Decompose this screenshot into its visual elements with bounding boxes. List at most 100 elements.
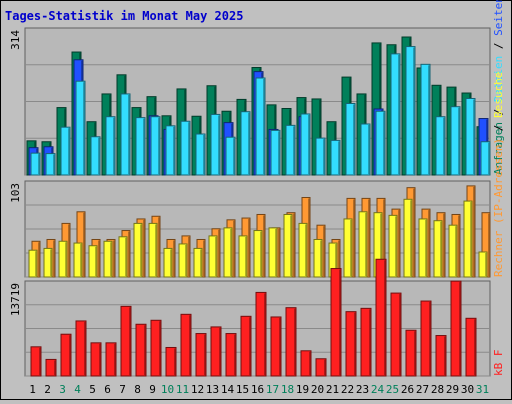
bar-shade <box>140 224 142 277</box>
bar-shade <box>353 199 355 277</box>
bar-shade <box>383 199 385 277</box>
bar <box>403 198 413 278</box>
legend-label-part: Seiten <box>492 0 505 36</box>
bar <box>418 218 428 278</box>
bar-shade <box>459 282 461 376</box>
bar-shade <box>50 249 52 277</box>
bar-shade <box>128 94 130 175</box>
bar-shade <box>384 260 386 376</box>
bar-shade <box>204 334 206 376</box>
legend-label-bot: kB F <box>492 350 505 377</box>
bar <box>165 125 176 176</box>
bar <box>330 268 342 377</box>
bar-shade <box>308 198 310 277</box>
bar-shade <box>143 219 145 277</box>
bar <box>88 245 98 278</box>
x-tick-label: 16 <box>251 383 264 396</box>
bar-shade <box>248 112 250 175</box>
bar <box>135 323 147 377</box>
bar-shade <box>38 242 40 277</box>
y-max-label-mid: 103 <box>9 183 22 203</box>
bar <box>465 317 477 377</box>
bar <box>150 116 161 176</box>
bar-shade <box>68 224 70 277</box>
bar <box>195 333 207 377</box>
bar <box>240 315 252 377</box>
bar <box>253 230 263 278</box>
bar-shade <box>458 107 460 175</box>
bar-shade <box>428 210 430 277</box>
bar-shade <box>174 348 176 376</box>
bar-shade <box>83 212 85 277</box>
legend-label-mid: Rechner (IP-Adressen) / Besuche <box>492 72 505 277</box>
x-tick-label: 15 <box>236 383 249 396</box>
bar <box>225 136 236 176</box>
bar <box>223 227 233 278</box>
bar-shade <box>308 114 310 175</box>
bar-shade <box>200 249 202 277</box>
bar-shade <box>383 112 385 175</box>
x-tick-label: 17 <box>266 383 279 396</box>
bar-shade <box>368 199 370 277</box>
bar-shade <box>473 99 475 175</box>
bar <box>268 227 278 278</box>
x-tick-label: 9 <box>149 383 156 396</box>
bar <box>105 116 116 176</box>
bar-shade <box>249 317 251 376</box>
bar-shade <box>260 231 262 277</box>
x-tick-label: 14 <box>221 383 235 396</box>
bar-shade <box>338 141 340 175</box>
bar-shade <box>369 309 371 376</box>
bar <box>30 346 42 377</box>
bar-shade <box>293 126 295 175</box>
bar-shade <box>173 126 175 175</box>
bar <box>60 126 71 176</box>
bar <box>390 292 402 377</box>
bar <box>345 311 357 377</box>
series-dateien <box>30 46 491 176</box>
bar-shade <box>398 54 400 175</box>
y-max-label-top: 314 <box>9 30 22 50</box>
bar-shade <box>189 315 191 376</box>
bar-shade <box>158 117 160 175</box>
bar <box>448 224 458 278</box>
x-tick-label: 30 <box>461 383 474 396</box>
bar-shade <box>458 215 460 277</box>
bar-shade <box>245 236 247 277</box>
panel-top: 314 Anfragen / Dateien / Seiten <box>9 0 505 176</box>
bar-shade <box>413 188 415 277</box>
bar-shade <box>335 244 337 277</box>
x-tick-label: 13 <box>206 383 219 396</box>
bar-shade <box>99 343 101 376</box>
bar-shade <box>293 213 295 277</box>
y-max-label-bot: 13719 <box>9 283 22 316</box>
bar-shade <box>320 240 322 277</box>
panel-mid: 103 Rechner (IP-Adressen) / Besuche <box>9 72 505 278</box>
bar <box>463 200 473 278</box>
bar <box>450 280 462 377</box>
bar <box>465 97 476 176</box>
bar <box>238 235 248 278</box>
bar-shade <box>128 231 130 277</box>
bar-shade <box>159 321 161 376</box>
bar <box>255 291 267 377</box>
bar <box>375 258 387 377</box>
bar-shade <box>173 240 175 277</box>
bar <box>150 319 162 377</box>
x-tick-label: 7 <box>119 383 126 396</box>
bar <box>360 307 372 377</box>
bar <box>75 320 87 377</box>
bar-shade <box>473 186 475 277</box>
bar-shade <box>95 246 97 277</box>
bar-shade <box>443 213 445 277</box>
bar-shade <box>323 226 325 277</box>
bar <box>45 153 56 176</box>
bar <box>60 333 72 377</box>
bar-shade <box>399 294 401 376</box>
legend-label-part: kB F <box>492 350 505 377</box>
bar <box>178 243 188 278</box>
bar <box>118 236 128 278</box>
bar <box>28 249 38 278</box>
x-tick-label: 18 <box>281 383 294 396</box>
